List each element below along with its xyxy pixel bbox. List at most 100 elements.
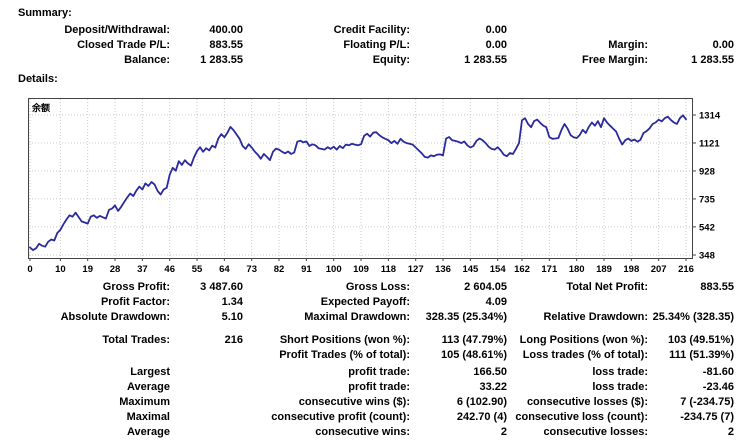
stat-label: loss trade:: [592, 366, 648, 378]
chart-x-axis-label: 145: [462, 264, 479, 275]
stat-value: 105 (48.61%): [440, 349, 507, 361]
chart-y-axis-label: 348: [699, 251, 715, 262]
summary-value: 1 283.55: [691, 54, 734, 66]
chart-x-axis-label: 198: [623, 264, 639, 275]
balance-chart-svg: 1314 1121 928 735 542 348 0 10 19 28 37 46 55 64 73 82 9…: [27, 98, 721, 275]
chart-x-axis-label: 189: [596, 264, 612, 275]
stat-label: consecutive profit (count):: [271, 411, 410, 423]
stat-value: 2: [500, 426, 507, 438]
summary-value: 0.00: [712, 39, 734, 51]
stat-row: Absolute Drawdown: 5.10 Maximal Drawdown: 3…: [0, 310, 734, 325]
stat-value: 5.10: [221, 311, 243, 323]
chart-x-axis-label: 28: [110, 264, 121, 275]
chart-x-axis-label: 216: [678, 264, 694, 275]
stat-label: Total Net Profit:: [566, 281, 648, 293]
trades-stats-table: Total Trades: 216 Short Positions (won %):…: [0, 333, 734, 363]
summary-label: Floating P/L:: [343, 39, 410, 51]
stat-value: -234.75 (7): [680, 411, 734, 423]
chart-x-axis-label: 207: [651, 264, 667, 275]
stat-row: Maximal consecutive profit (count): 242.70…: [0, 410, 734, 425]
summary-label: Balance:: [124, 54, 170, 66]
stat-value: 883.55: [700, 281, 734, 293]
summary-value: 0.00: [485, 24, 507, 36]
chart-x-axis-label: 162: [514, 264, 530, 275]
summary-value: 883.55: [209, 39, 243, 51]
stat-value: 103 (49.51%): [667, 334, 734, 346]
stat-label: Absolute Drawdown:: [60, 311, 170, 323]
chart-x-axis-label: 82: [274, 264, 285, 275]
stat-value: 3 487.60: [200, 281, 243, 293]
chart-x-axis-label: 0: [27, 264, 32, 275]
chart-plot-border: [28, 98, 693, 259]
chart-y-axis-label: 735: [699, 194, 716, 205]
stat-value: 2: [727, 426, 734, 438]
stat-label: Relative Drawdown:: [543, 311, 648, 323]
summary-row: Closed Trade P/L: 883.55 Floating P/L: 0.00…: [0, 38, 734, 53]
stat-value: -23.46: [702, 381, 734, 393]
stat-value: [170, 395, 243, 410]
chart-y-axis-label: 928: [699, 166, 715, 177]
stat-label: Maximal: [126, 411, 170, 423]
stat-value: 1.34: [221, 296, 243, 308]
stat-value: -81.60: [702, 366, 734, 378]
chart-x-axis-label: 46: [164, 264, 175, 275]
stat-row: Profit Trades (% of total): 105 (48.61%) L…: [0, 348, 734, 363]
stat-label: Short Positions (won %):: [279, 334, 410, 346]
stat-row: Maximum consecutive wins ($): 6 (102.90) co…: [0, 395, 734, 410]
stat-label: Long Positions (won %):: [519, 334, 648, 346]
stat-value: 2 604.05: [464, 281, 507, 293]
summary-value: 1 283.55: [200, 54, 243, 66]
stat-label: Largest: [130, 366, 170, 378]
summary-label: Closed Trade P/L:: [77, 39, 170, 51]
summary-heading: Summary:: [18, 7, 72, 19]
chart-x-axis-label: 37: [137, 264, 148, 275]
summary-label: Margin:: [608, 39, 648, 51]
summary-label: Equity:: [372, 54, 410, 66]
stat-label: consecutive wins ($):: [298, 396, 410, 408]
stat-label: loss trade:: [592, 381, 648, 393]
stat-row: Average consecutive wins: 2 consecutive los…: [0, 425, 734, 440]
stat-value: 113 (47.79%): [441, 334, 507, 346]
chart-series-title: 余额: [31, 102, 50, 113]
chart-x-axis-label: 154: [490, 264, 507, 275]
chart-x-axis-label: 64: [219, 264, 230, 275]
stat-value: 328.35 (25.34%): [425, 311, 507, 323]
stat-label: Average: [126, 426, 170, 438]
stat-row: Total Trades: 216 Short Positions (won %):…: [0, 333, 734, 348]
stat-value: 4.09: [485, 296, 507, 308]
chart-x-axis-label: 118: [381, 264, 396, 275]
stat-label: Total Trades:: [102, 334, 170, 346]
chart-x-axis-label: 73: [246, 264, 257, 275]
stat-label: Profit Factor:: [100, 296, 170, 308]
extremes-stats-table: Largest profit trade: 166.50 loss trade: -81…: [0, 365, 734, 440]
stat-value: [170, 365, 243, 380]
chart-x-axis-label: 109: [353, 264, 369, 275]
stat-label: Gross Profit:: [102, 281, 170, 293]
stat-label: [507, 295, 648, 310]
stat-row: Average profit trade: 33.22 loss trade: -23.…: [0, 380, 734, 395]
chart-x-axis-label: 100: [326, 264, 342, 275]
profit-stats-table: Gross Profit: 3 487.60 Gross Loss: 2 604.05…: [0, 280, 734, 325]
stat-label: Average: [126, 381, 170, 393]
summary-table: Deposit/Withdrawal: 400.00 Credit Facility…: [0, 23, 734, 68]
chart-x-axis-label: 136: [435, 264, 451, 275]
summary-label: [507, 23, 648, 38]
stat-row: Largest profit trade: 166.50 loss trade: -81…: [0, 365, 734, 380]
balance-line: [29, 114, 687, 252]
chart-x-axis-label: 127: [408, 264, 424, 275]
stat-row: Profit Factor: 1.34 Expected Payoff: 4.09: [0, 295, 734, 310]
stat-label: Loss trades (% of total):: [522, 349, 648, 361]
stat-value: 33.22: [479, 381, 507, 393]
stat-label: profit trade:: [348, 366, 410, 378]
chart-y-axis-label: 1121: [699, 138, 720, 149]
stat-label: consecutive wins:: [315, 426, 410, 438]
summary-label: Deposit/Withdrawal:: [64, 24, 170, 36]
chart-x-axis-label: 10: [55, 264, 66, 275]
stat-value: 6 (102.90): [456, 396, 507, 408]
chart-x-axis-label: 55: [192, 264, 203, 275]
chart-x-axis-label: 19: [82, 264, 93, 275]
stat-value: [170, 380, 243, 395]
stat-label: Maximal Drawdown:: [304, 311, 410, 323]
stat-value: 216: [224, 334, 243, 346]
